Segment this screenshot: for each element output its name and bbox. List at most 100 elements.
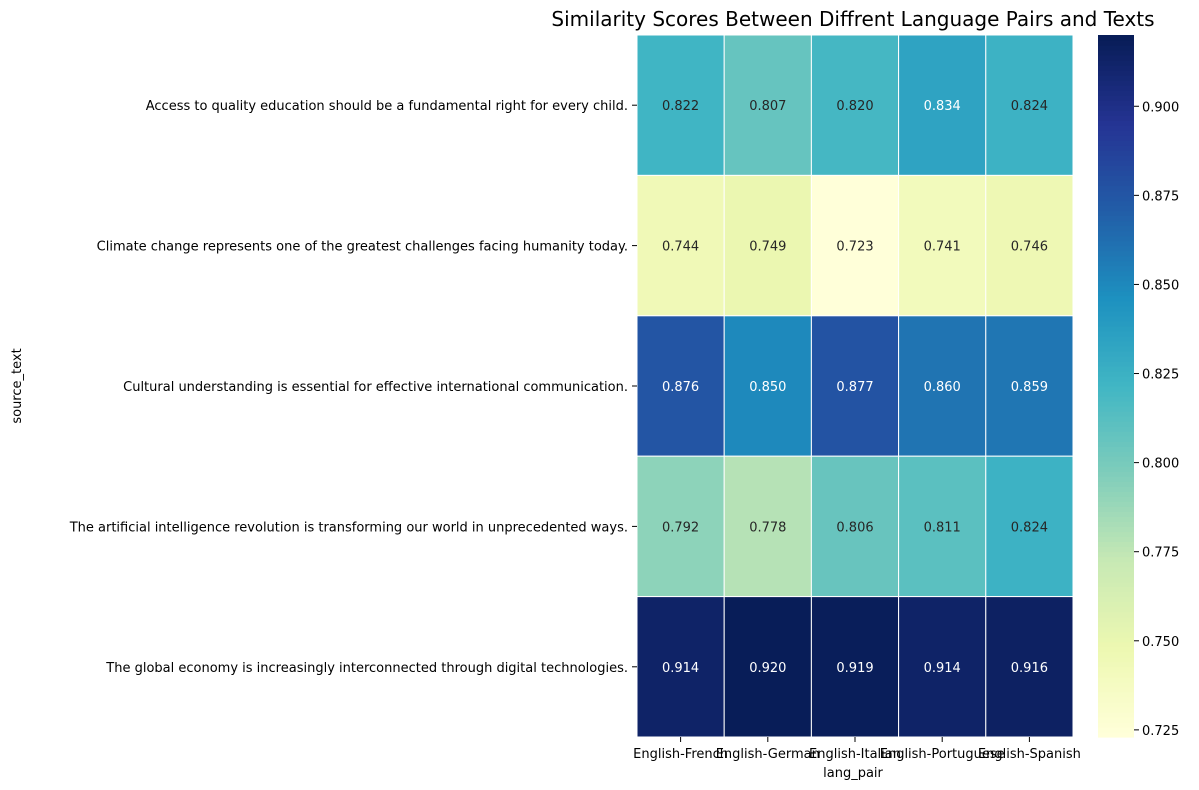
- cell-value-label: 0.824: [1011, 99, 1048, 114]
- colorbar-segment: [1098, 436, 1134, 442]
- colorbar-segment: [1098, 45, 1134, 51]
- colorbar-segment: [1098, 300, 1134, 307]
- colorbar-segment: [1098, 245, 1134, 252]
- colorbar-segment: [1098, 50, 1134, 56]
- colorbar-segment: [1098, 726, 1134, 733]
- colorbar-segment: [1098, 496, 1134, 502]
- cell-value-label: 0.811: [924, 520, 961, 535]
- x-tick-label: English-Portuguese: [880, 747, 1005, 762]
- colorbar-segment: [1098, 606, 1134, 613]
- x-tick-label: English-Italian: [809, 747, 901, 762]
- colorbar-segment: [1098, 115, 1134, 121]
- y-tick-label: The artificial intelligence revolution i…: [69, 520, 628, 535]
- x-tick-label: English-Spanish: [978, 747, 1081, 762]
- x-tick-label: English-French: [633, 747, 728, 762]
- colorbar: 0.725 0.750 0.775 0.800 0.825 0.850 0.875 0.900: [1098, 35, 1179, 739]
- colorbar-segment: [1098, 691, 1134, 698]
- colorbar-segment: [1098, 591, 1134, 598]
- colorbar-segment: [1098, 571, 1134, 578]
- colorbar-segment: [1098, 150, 1134, 156]
- y-tick-label: Cultural understanding is essential for …: [123, 380, 628, 395]
- colorbar-segment: [1098, 260, 1134, 267]
- colorbar-tick-label: 0.800: [1142, 457, 1179, 472]
- colorbar-segment: [1098, 636, 1134, 643]
- cell-value-label: 0.876: [662, 380, 699, 395]
- colorbar-segment: [1098, 511, 1134, 517]
- colorbar-segment: [1098, 666, 1134, 673]
- cell-value-label: 0.741: [924, 240, 961, 255]
- heatmap-cell: [985, 34, 1074, 176]
- heatmap-cell: [723, 315, 812, 457]
- colorbar-segment: [1098, 531, 1134, 538]
- colorbar-segment: [1098, 95, 1134, 101]
- colorbar-segment: [1098, 290, 1134, 297]
- colorbar-segment: [1098, 310, 1134, 317]
- heatmap-cell: [636, 596, 725, 738]
- y-tick-label: The global economy is increasingly inter…: [105, 661, 628, 676]
- heatmap-cell: [985, 315, 1074, 457]
- colorbar-segment: [1098, 541, 1134, 548]
- colorbar-segment: [1098, 120, 1134, 126]
- colorbar-segment: [1098, 686, 1134, 693]
- colorbar-segment: [1098, 651, 1134, 658]
- colorbar-segment: [1098, 481, 1134, 487]
- colorbar-segment: [1098, 516, 1134, 522]
- colorbar-segment: [1098, 396, 1134, 402]
- colorbar-segment: [1098, 456, 1134, 462]
- colorbar-segment: [1098, 320, 1134, 327]
- colorbar-tick-label: 0.750: [1142, 635, 1179, 650]
- heatmap-cell: [810, 596, 900, 738]
- colorbar-segment: [1098, 596, 1134, 603]
- cell-value-label: 0.744: [662, 240, 699, 255]
- colorbar-segment: [1098, 90, 1134, 96]
- cell-value-label: 0.824: [1011, 520, 1048, 535]
- colorbar-segment: [1098, 180, 1134, 187]
- colorbar-segment: [1098, 220, 1134, 227]
- chart-title: Similarity Scores Between Diffrent Langu…: [551, 7, 1154, 31]
- colorbar-segment: [1098, 556, 1134, 563]
- heatmap-cell: [810, 455, 900, 598]
- heatmap-cells: [636, 34, 1074, 738]
- colorbar-segment: [1098, 335, 1134, 342]
- cell-value-label: 0.792: [662, 520, 699, 535]
- colorbar-segment: [1098, 275, 1134, 282]
- colorbar-segment: [1098, 200, 1134, 207]
- colorbar-segment: [1098, 165, 1134, 171]
- colorbar-segment: [1098, 325, 1134, 332]
- y-tick-label: Climate change represents one of the gre…: [97, 240, 628, 255]
- colorbar-segment: [1098, 671, 1134, 678]
- colorbar-segment: [1098, 70, 1134, 76]
- heatmap-cell: [636, 34, 725, 176]
- colorbar-segment: [1098, 215, 1134, 222]
- cell-value-label: 0.822: [662, 99, 699, 114]
- heatmap-cell: [810, 34, 900, 176]
- colorbar-segment: [1098, 35, 1134, 41]
- colorbar-tick-label: 0.725: [1142, 724, 1179, 739]
- colorbar-segment: [1098, 185, 1134, 192]
- colorbar-segment: [1098, 621, 1134, 628]
- colorbar-segment: [1098, 661, 1134, 668]
- colorbar-segment: [1098, 626, 1134, 633]
- colorbar-segment: [1098, 581, 1134, 588]
- cell-value-label: 0.834: [924, 99, 961, 114]
- colorbar-segment: [1098, 391, 1134, 397]
- colorbar-segment: [1098, 386, 1134, 392]
- colorbar-segment: [1098, 421, 1134, 427]
- colorbar-segment: [1098, 210, 1134, 217]
- cell-value-label: 0.919: [836, 661, 873, 676]
- x-tick-label: English-German: [716, 747, 820, 762]
- colorbar-segment: [1098, 240, 1134, 247]
- colorbar-segment: [1098, 576, 1134, 583]
- colorbar-segment: [1098, 65, 1134, 71]
- colorbar-segment: [1098, 350, 1134, 357]
- colorbar-segment: [1098, 711, 1134, 718]
- heatmap-cell: [636, 174, 725, 317]
- colorbar-segment: [1098, 135, 1134, 141]
- colorbar-segment: [1098, 446, 1134, 452]
- colorbar-segment: [1098, 170, 1134, 176]
- colorbar-segment: [1098, 631, 1134, 638]
- colorbar-segment: [1098, 250, 1134, 257]
- colorbar-segment: [1098, 721, 1134, 728]
- heatmap-cell: [810, 174, 900, 317]
- heatmap-cell: [898, 34, 987, 176]
